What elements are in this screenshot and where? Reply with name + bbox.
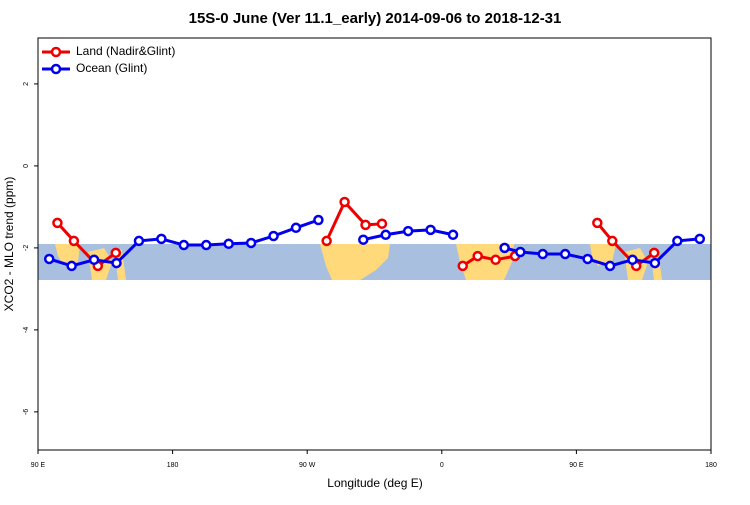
data-point <box>66 260 77 272</box>
data-point <box>110 247 122 259</box>
data-point <box>339 196 350 208</box>
data-point <box>358 234 369 245</box>
data-point <box>490 254 501 266</box>
data-point <box>402 225 414 237</box>
data-point <box>201 239 212 251</box>
data-point <box>499 242 510 254</box>
data-point <box>515 246 526 258</box>
data-point <box>43 253 55 265</box>
x-tick-label: 90 W <box>299 462 316 469</box>
data-point <box>268 230 279 242</box>
data-point <box>380 229 391 241</box>
y-tick-label: -4 <box>23 327 30 333</box>
legend-label: Land (Nadir&Glint) <box>76 44 175 58</box>
data-point <box>472 250 483 262</box>
data-point <box>68 235 80 247</box>
data-point <box>376 218 388 229</box>
data-point <box>607 235 618 247</box>
y-tick-label: -2 <box>23 245 30 251</box>
data-point <box>88 254 100 266</box>
data-point <box>178 239 190 251</box>
chart-title: 15S-0 June (Ver 11.1_early) 2014-09-06 t… <box>189 10 562 27</box>
data-point <box>360 219 371 231</box>
data-point <box>648 247 660 259</box>
x-tick-label: 180 <box>705 462 717 469</box>
y-tick-label: 2 <box>23 82 30 86</box>
data-point <box>604 260 616 272</box>
x-tick-label: 180 <box>167 462 179 469</box>
x-tick-label: 90 E <box>31 462 46 469</box>
data-point <box>111 257 122 269</box>
data-point <box>672 235 683 247</box>
data-point <box>52 217 63 229</box>
data-point <box>457 260 468 272</box>
x-tick-label: 90 E <box>569 462 584 469</box>
y-tick-label: -6 <box>23 409 30 415</box>
data-point <box>156 233 167 245</box>
data-point <box>649 257 661 269</box>
data-point <box>425 224 436 236</box>
plot-frame <box>37 37 712 451</box>
data-point <box>321 235 332 247</box>
data-point <box>559 248 571 260</box>
legend-label: Ocean (Glint) <box>76 61 147 75</box>
data-point <box>313 214 324 226</box>
data-point <box>133 235 145 247</box>
legend-marker <box>50 46 62 58</box>
y-tick-label: 0 <box>23 164 30 168</box>
data-point <box>537 248 548 260</box>
legend-marker <box>50 63 62 75</box>
data-point <box>694 233 706 245</box>
data-point <box>582 253 593 265</box>
data-point <box>223 238 234 250</box>
series-line <box>56 199 656 268</box>
data-point <box>290 222 302 234</box>
data-point <box>592 217 603 229</box>
data-point <box>627 254 638 266</box>
data-point <box>447 229 459 241</box>
x-axis-label: Longitude (deg E) <box>327 476 422 490</box>
y-axis-label: XCO2 - MLO trend (ppm) <box>2 177 16 312</box>
x-tick-label: 0 <box>440 462 444 469</box>
data-point <box>245 237 257 249</box>
